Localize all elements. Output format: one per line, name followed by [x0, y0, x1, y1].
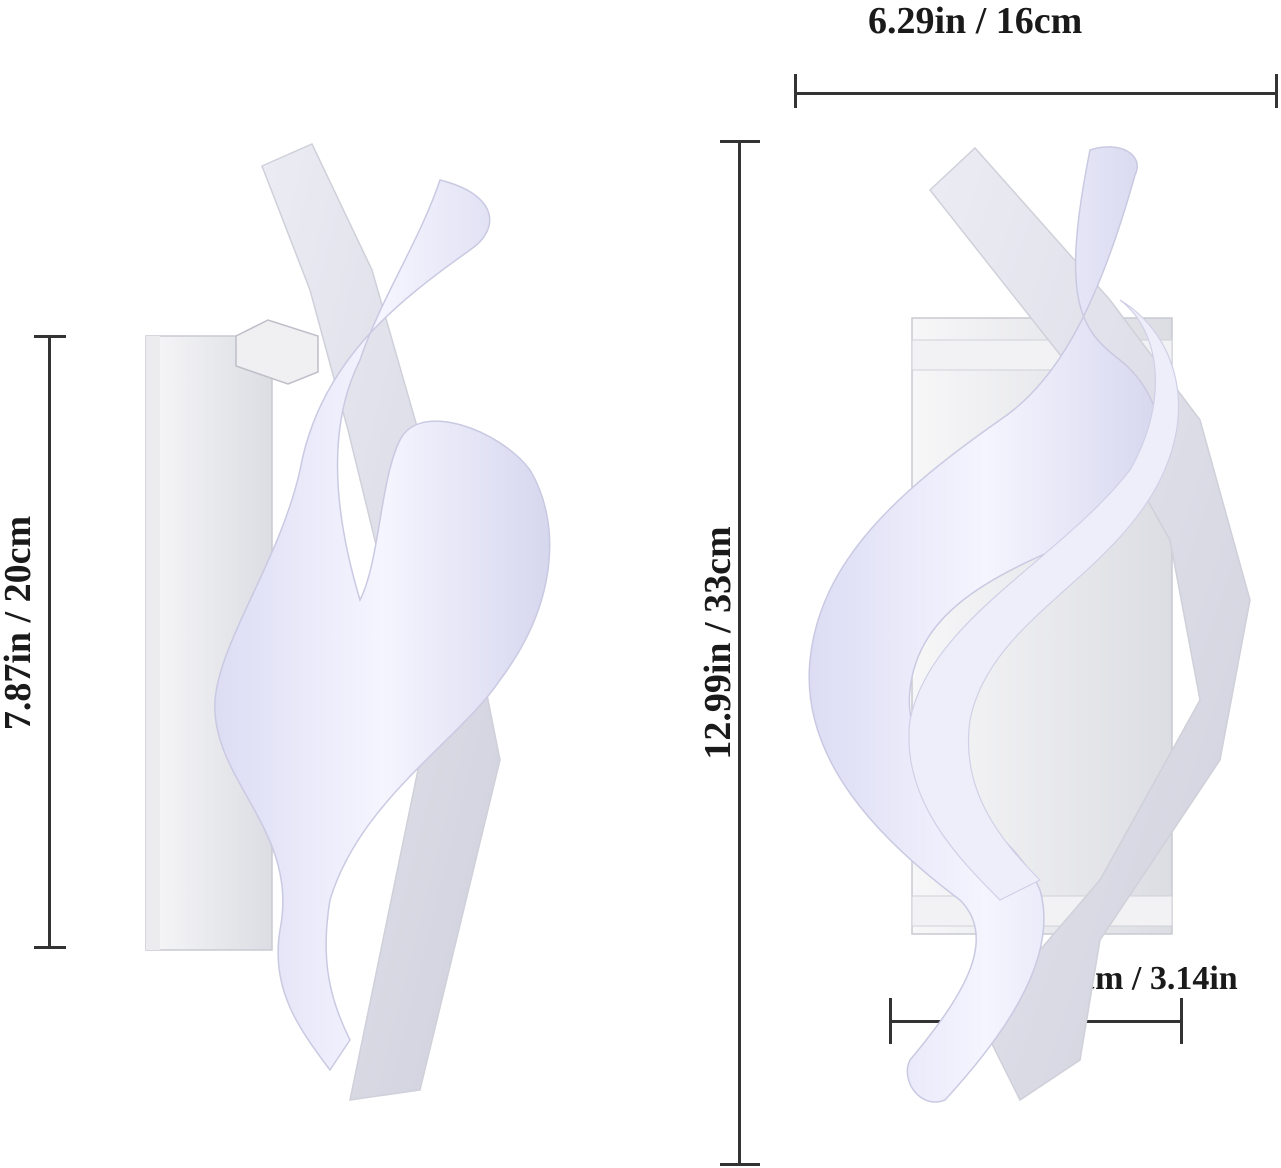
left-lamp-front-ribbon: [214, 179, 551, 1072]
left-height-tick-top: [34, 335, 66, 338]
base-width-tick-left: [889, 998, 892, 1044]
right-height-tick-bottom: [720, 1163, 760, 1166]
right-lamp-front-view: [808, 146, 1251, 1103]
right-height-tick-top: [720, 140, 760, 143]
right-height-line: [738, 141, 741, 1166]
left-lamp-top-cap: [235, 319, 319, 385]
left-height-line: [48, 336, 51, 948]
left-lamp-back-slat: [261, 143, 501, 1101]
base-width-tick-right: [1180, 998, 1183, 1044]
width-label: 6.29in / 16cm: [868, 0, 1083, 42]
width-dimension-line: [795, 92, 1278, 95]
left-height-tick-bottom: [34, 946, 66, 949]
width-tick-right: [1275, 74, 1278, 108]
left-lamp-side-view: [145, 143, 551, 1101]
right-lamp-inner-ribbon: [908, 299, 1180, 901]
width-tick-left: [794, 74, 797, 108]
